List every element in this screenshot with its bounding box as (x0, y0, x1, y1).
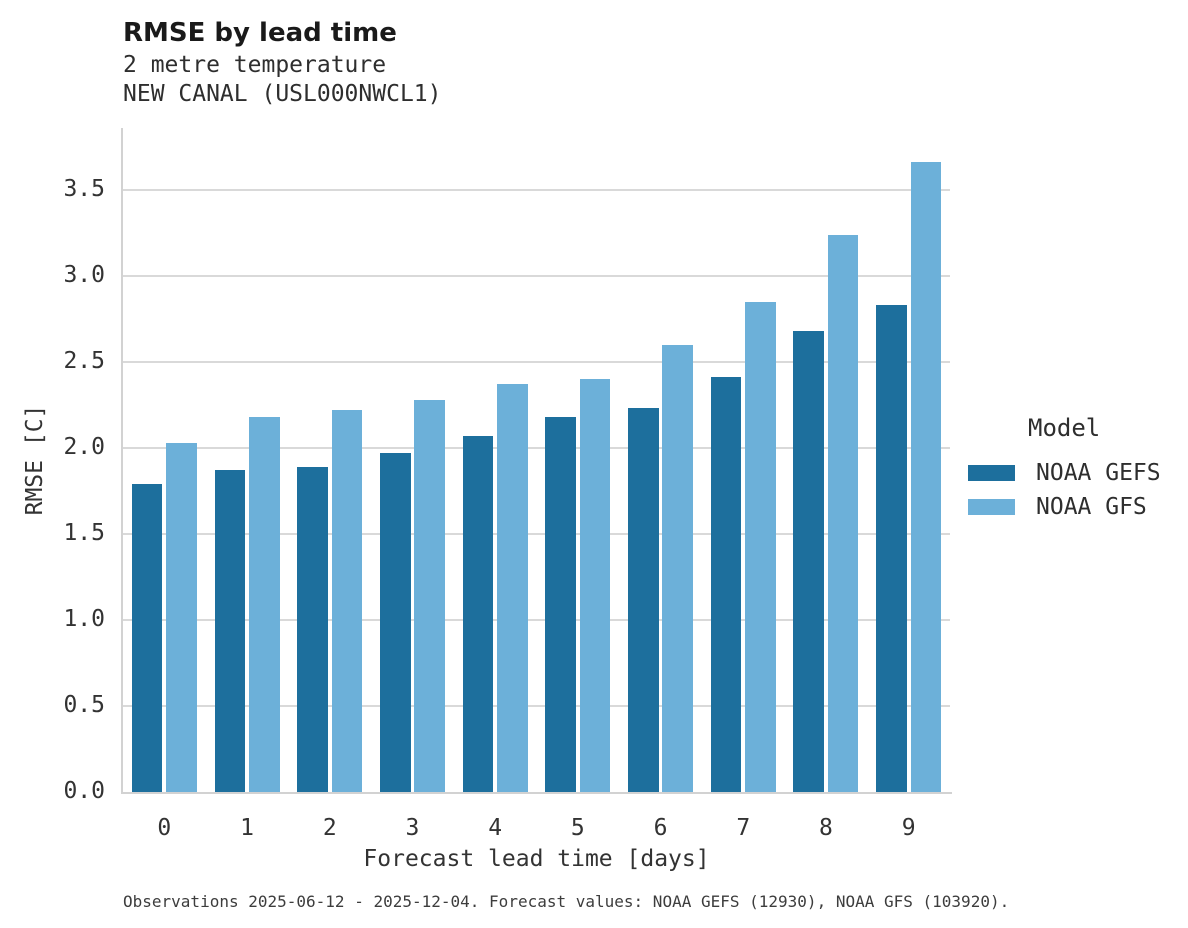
bar-noaa-gefs-day-2 (297, 466, 328, 792)
legend: Model NOAA GEFS NOAA GFS (962, 414, 1188, 524)
bar-noaa-gfs-day-9 (910, 162, 942, 792)
x-tick-label-0: 0 (157, 815, 172, 841)
bar-noaa-gfs-day-1 (248, 416, 280, 792)
x-tick-label-2: 2 (322, 815, 337, 841)
y-tick-label-3.5: 3.5 (63, 175, 105, 202)
bar-noaa-gefs-day-6 (628, 408, 659, 792)
legend-label-noaa-gfs: NOAA GFS (1036, 494, 1147, 520)
chart-title: RMSE by lead time (123, 18, 397, 48)
x-tick-label-1: 1 (240, 815, 254, 841)
bar-noaa-gefs-day-3 (379, 453, 411, 792)
bar-noaa-gfs-day-3 (414, 399, 445, 792)
y-tick-label-1.5: 1.5 (63, 519, 105, 546)
plot-area (121, 128, 952, 794)
x-axis-label: Forecast lead time [days] (363, 846, 710, 872)
x-tick-label-3: 3 (405, 815, 420, 841)
gridline-y-3.5 (123, 188, 950, 191)
bar-noaa-gefs-day-4 (462, 435, 494, 792)
legend-entry-noaa-gefs: NOAA GEFS (962, 456, 1188, 490)
bar-noaa-gfs-day-5 (579, 379, 611, 792)
bar-noaa-gfs-day-2 (331, 410, 363, 792)
y-tick-label-0.0: 0.0 (63, 778, 105, 804)
footnote: Observations 2025-06-12 - 2025-12-04. Fo… (123, 892, 1010, 911)
gridline-y-1.0 (123, 618, 950, 621)
bar-noaa-gefs-day-1 (214, 470, 246, 792)
legend-label-noaa-gefs: NOAA GEFS (1036, 460, 1161, 486)
bar-noaa-gefs-day-0 (131, 484, 163, 792)
bar-noaa-gfs-day-0 (166, 442, 197, 792)
chart-subtitle-variable: 2 metre temperature (123, 52, 387, 78)
y-axis-spine (121, 128, 123, 794)
bar-noaa-gfs-day-8 (827, 234, 859, 792)
x-tick-label-7: 7 (736, 815, 751, 841)
bar-noaa-gfs-day-7 (745, 301, 776, 792)
legend-swatch-noaa-gfs-icon (968, 499, 1015, 515)
bar-noaa-gefs-day-8 (793, 330, 825, 792)
legend-entry-noaa-gfs: NOAA GFS (962, 490, 1188, 524)
x-axis-spine (121, 792, 952, 794)
bar-noaa-gefs-day-5 (545, 416, 576, 792)
bar-noaa-gfs-day-4 (497, 384, 528, 792)
gridline-y-2.0 (123, 446, 950, 449)
gridline-y-2.5 (123, 360, 950, 363)
legend-swatch-noaa-gefs-icon (968, 465, 1015, 481)
bar-noaa-gefs-day-7 (710, 377, 742, 792)
x-tick-label-5: 5 (570, 815, 585, 841)
gridline-y-1.5 (123, 532, 950, 535)
legend-title: Model (1028, 414, 1101, 442)
y-tick-label-0.5: 0.5 (63, 691, 105, 718)
bar-noaa-gfs-day-6 (662, 344, 693, 792)
gridline-y-3.0 (123, 274, 950, 277)
y-tick-label-3.0: 3.0 (63, 261, 105, 288)
chart-subtitle-station: NEW CANAL (USL000NWCL1) (123, 81, 442, 107)
y-tick-label-2.5: 2.5 (63, 347, 105, 374)
x-tick-label-4: 4 (488, 815, 503, 841)
gridline-y-0.5 (123, 704, 950, 707)
bar-noaa-gefs-day-9 (876, 305, 907, 792)
x-tick-label-6: 6 (653, 815, 668, 841)
x-tick-label-8: 8 (819, 815, 833, 841)
y-tick-label-1.0: 1.0 (63, 605, 105, 632)
x-tick-label-9: 9 (901, 815, 916, 841)
y-axis-label: RMSE [C] (22, 404, 48, 516)
y-tick-label-2.0: 2.0 (63, 433, 105, 460)
